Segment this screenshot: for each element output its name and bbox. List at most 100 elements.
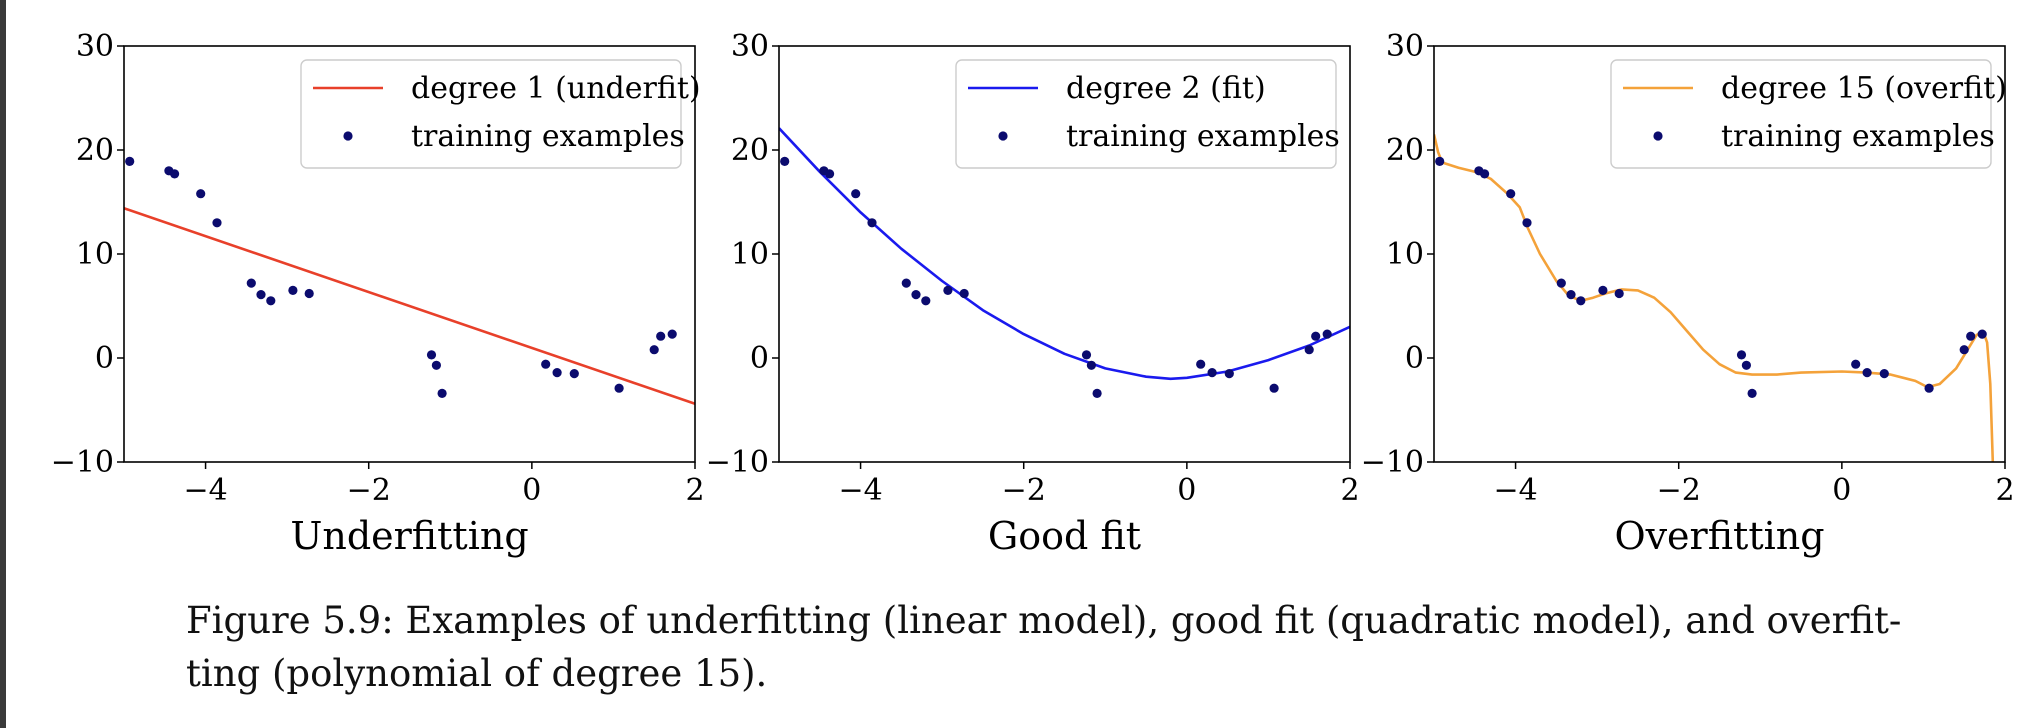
figure-caption: Figure 5.9: Examples of underfitting (li… <box>186 599 1902 695</box>
chart-panel-3: −4 −2 0 2 −10 0 10 20 30 Overfitting degree 15 (ov… <box>1361 29 2015 558</box>
legend-label-fit: degree 2 (fit) <box>1066 71 1266 106</box>
y-tick-label: 10 <box>731 237 769 272</box>
legend: degree 2 (fit) training examples <box>955 59 1340 169</box>
data-point <box>825 169 835 179</box>
legend: degree 15 (overfit) training examples <box>1610 59 2007 169</box>
chart-panel-1: −4 −2 0 2 −10 0 10 20 30 Underfitting degree 1 (un… <box>51 29 705 558</box>
data-point <box>614 383 624 393</box>
x-tick-label: −4 <box>1493 473 1537 508</box>
data-point <box>851 189 861 199</box>
y-tick-label: 30 <box>731 29 769 64</box>
data-point <box>437 388 447 398</box>
y-tick-label: 0 <box>1405 341 1424 376</box>
fit-line <box>124 206 695 406</box>
data-point <box>552 368 562 378</box>
legend-label-points: training examples <box>1721 119 1995 154</box>
y-tick-label: −10 <box>706 445 769 480</box>
data-point <box>541 359 551 369</box>
data-point <box>304 288 314 299</box>
data-point <box>1435 156 1445 166</box>
data-point <box>901 278 911 288</box>
y-tick-label: 20 <box>76 133 114 168</box>
data-point <box>288 285 298 295</box>
y-tick-label: 20 <box>731 133 769 168</box>
data-point <box>1851 359 1861 369</box>
data-point <box>1311 331 1321 341</box>
data-point <box>667 329 677 339</box>
data-point <box>1966 331 1976 341</box>
data-point <box>1614 288 1624 299</box>
data-point <box>1196 359 1206 369</box>
x-tick-label: −2 <box>347 473 391 508</box>
x-tick-label: 0 <box>1177 473 1196 508</box>
data-point <box>1747 388 1757 398</box>
data-point <box>867 218 877 228</box>
data-point <box>1862 368 1872 378</box>
fit-line <box>1434 134 1995 462</box>
fit-line <box>779 127 1350 381</box>
chart-title: Good fit <box>988 514 1141 558</box>
legend-label-points: training examples <box>1066 119 1340 154</box>
x-tick-label: 0 <box>1832 473 1851 508</box>
data-point <box>1522 218 1532 228</box>
legend-box <box>1610 59 1992 169</box>
data-point <box>1556 278 1566 288</box>
x-tick-label: 2 <box>1340 473 1359 508</box>
data-point <box>1598 285 1608 295</box>
x-tick-label: −4 <box>183 473 227 508</box>
data-point <box>256 290 266 300</box>
x-tick-label: −4 <box>838 473 882 508</box>
legend-box <box>300 59 682 169</box>
data-point <box>1576 296 1586 306</box>
y-tick-label: 30 <box>1386 29 1424 64</box>
window-edge <box>0 0 6 728</box>
data-point <box>569 369 579 379</box>
data-point <box>780 156 790 166</box>
data-point <box>649 345 659 355</box>
data-point <box>1736 350 1747 360</box>
data-point <box>212 218 222 228</box>
data-point <box>246 278 256 288</box>
y-tick-label: −10 <box>51 445 114 480</box>
legend: degree 1 (underfit) training examples <box>300 59 701 169</box>
data-point <box>1879 369 1889 379</box>
legend-label-fit: degree 1 (underfit) <box>411 71 701 106</box>
data-point <box>170 169 180 179</box>
data-point <box>431 360 441 370</box>
y-tick-label: 0 <box>750 341 769 376</box>
legend-label-points: training examples <box>411 119 685 154</box>
y-tick-label: 20 <box>1386 133 1424 168</box>
x-tick-label: 2 <box>685 473 704 508</box>
y-tick-label: −10 <box>1361 445 1424 480</box>
data-point <box>1959 345 1969 355</box>
chart-title: Underfitting <box>290 514 528 558</box>
data-point <box>196 189 206 199</box>
data-point <box>1924 383 1934 393</box>
data-point <box>943 285 953 295</box>
data-point <box>1322 329 1332 339</box>
data-point <box>921 296 931 306</box>
data-point <box>911 290 921 300</box>
x-tick-label: 2 <box>1995 473 2014 508</box>
data-point <box>1977 329 1987 339</box>
data-point <box>1269 383 1279 393</box>
data-point <box>1207 368 1217 378</box>
y-tick-label: 30 <box>76 29 114 64</box>
chart-title: Overfitting <box>1614 514 1824 558</box>
x-tick-label: −2 <box>1002 473 1046 508</box>
y-tick-label: 0 <box>95 341 114 376</box>
data-point <box>1566 290 1576 300</box>
data-point <box>266 296 276 306</box>
legend-point-swatch <box>998 131 1008 141</box>
legend-point-swatch <box>343 131 353 141</box>
data-point <box>1480 169 1490 179</box>
data-point <box>1081 350 1092 360</box>
legend-box <box>955 59 1337 169</box>
x-tick-label: 0 <box>522 473 541 508</box>
y-tick-label: 10 <box>76 237 114 272</box>
data-point <box>656 331 666 341</box>
data-point <box>1741 360 1751 370</box>
data-point <box>1224 369 1234 379</box>
data-point <box>426 350 437 360</box>
